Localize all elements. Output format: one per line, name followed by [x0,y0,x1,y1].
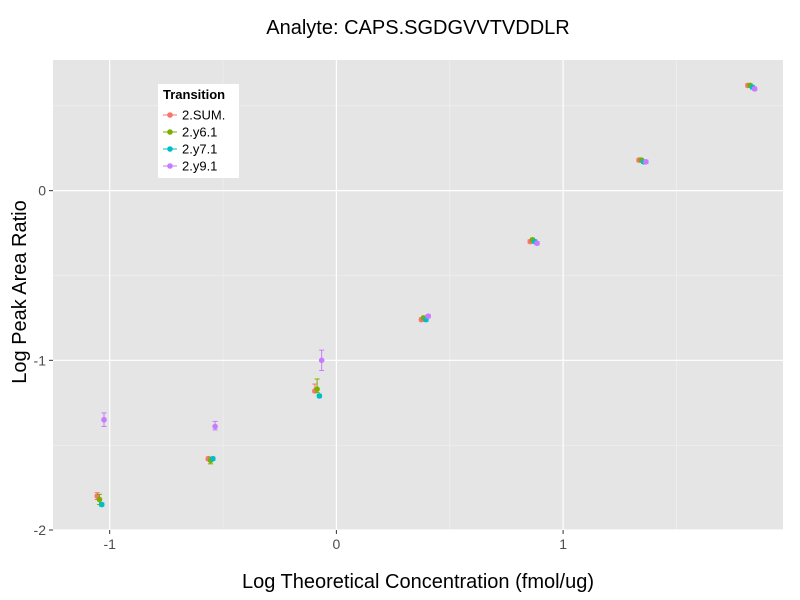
chart-title: Analyte: CAPS.SGDGVVTVDDLR [266,17,569,39]
data-point [643,159,649,165]
legend-key-point [167,129,173,135]
legend-item: 2.y6.1 [163,125,217,140]
legend-key-point [167,163,173,169]
data-marks [94,82,758,508]
legend-items: 2.SUM. 2.y6.1 2.y7.1 2.y9.1 [163,108,225,174]
x-axis: -1 0 1 [103,530,567,552]
x-tick-label: 0 [332,536,340,552]
y-tick-label: 0 [38,183,46,199]
legend-item: 2.SUM. [163,108,225,123]
data-point [534,240,540,247]
data-point [314,386,320,392]
legend-title: Transition [163,87,225,102]
legend: Transition 2.SUM. 2.y6.1 2.y7.1 2.y9.1 [158,84,239,178]
x-axis-title: Log Theoretical Concentration (fmol/ug) [242,571,594,593]
y-tick-label: -2 [34,522,47,538]
data-point [98,501,105,508]
legend-key-point [167,146,173,152]
y-axis-title: Log Peak Area Ratio [9,200,31,383]
y-tick-label: -1 [34,352,47,368]
y-axis: -2 -1 0 [34,183,53,538]
legend-label: 2.y7.1 [182,142,217,157]
data-point [212,423,218,430]
data-point [425,313,432,320]
legend-label: 2.y6.1 [182,125,217,140]
legend-label: 2.y9.1 [182,159,217,174]
data-point [318,357,325,364]
x-tick-label: 1 [559,536,567,552]
legend-label: 2.SUM. [182,108,225,123]
data-point [101,416,107,423]
major-gridlines [53,60,783,531]
data-point [316,393,323,399]
data-point [751,86,758,92]
legend-key-point [167,112,173,118]
series-2-y9-1 [101,86,758,431]
data-point [96,496,103,503]
data-point [210,455,216,462]
legend-item: 2.y9.1 [163,159,217,174]
x-tick-label: -1 [103,536,116,552]
legend-item: 2.y7.1 [163,142,217,157]
